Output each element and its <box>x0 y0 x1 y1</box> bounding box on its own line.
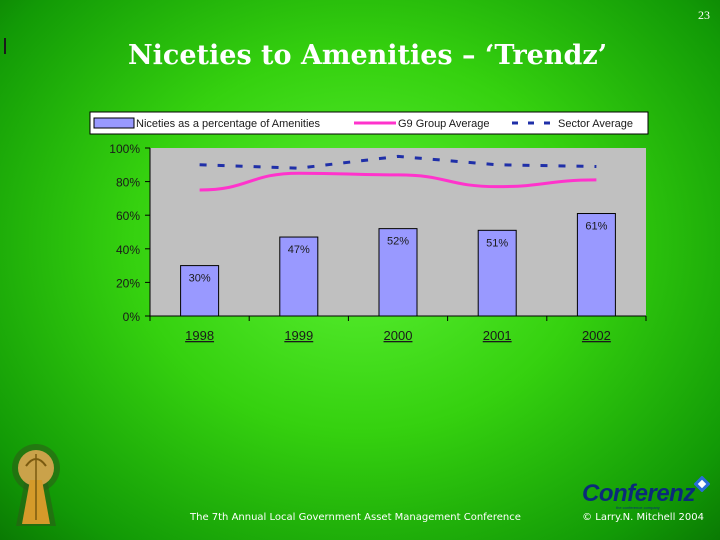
chart: Niceties as a percentage of Amenities G9… <box>89 111 649 343</box>
legend-label-bars: Niceties as a percentage of Amenities <box>136 118 321 130</box>
bar <box>180 265 220 317</box>
keyhole-logo-icon <box>12 444 60 526</box>
y-tick-label: 0% <box>123 310 141 324</box>
logo-tagline: the conference company <box>616 505 660 510</box>
x-tick-label: 1999 <box>284 328 313 343</box>
footer-conference: The 7th Annual Local Government Asset Ma… <box>190 512 521 523</box>
conferenz-logo: Conferenz the conference company <box>580 476 716 512</box>
legend-swatch-bars <box>93 117 135 129</box>
x-tick-label: 2002 <box>582 328 611 343</box>
legend-label-g9: G9 Group Average <box>398 118 490 130</box>
legend-label-sector: Sector Average <box>558 118 633 130</box>
slide-title: Niceties to Amenities – ‘Trendz’ <box>128 40 608 71</box>
slide-number: 23 <box>698 8 710 22</box>
bar <box>279 236 319 317</box>
g9-average-line <box>199 171 597 192</box>
y-tick-label: 20% <box>116 276 140 290</box>
logo-wordmark: Conferenz <box>582 480 695 507</box>
bar-data-label: 30% <box>189 273 211 285</box>
bar-data-label: 61% <box>585 221 607 233</box>
bar-data-label: 47% <box>288 244 310 256</box>
footer-copyright: © Larry.N. Mitchell 2004 <box>582 512 704 523</box>
edge-mark <box>4 38 6 54</box>
y-tick-label: 40% <box>116 243 140 257</box>
bar-data-label: 51% <box>486 237 508 249</box>
y-tick-label: 60% <box>116 209 140 223</box>
logo-emblem-icon <box>694 476 710 492</box>
y-tick-label: 80% <box>116 176 140 190</box>
x-tick-label: 2000 <box>384 328 413 343</box>
sector-average-line <box>199 154 597 170</box>
bar <box>378 228 418 317</box>
bar <box>477 229 517 317</box>
bar-data-label: 52% <box>387 236 409 248</box>
x-tick-label: 1998 <box>185 328 214 343</box>
bar <box>576 213 616 317</box>
y-tick-label: 100% <box>109 142 140 156</box>
x-tick-label: 2001 <box>483 328 512 343</box>
